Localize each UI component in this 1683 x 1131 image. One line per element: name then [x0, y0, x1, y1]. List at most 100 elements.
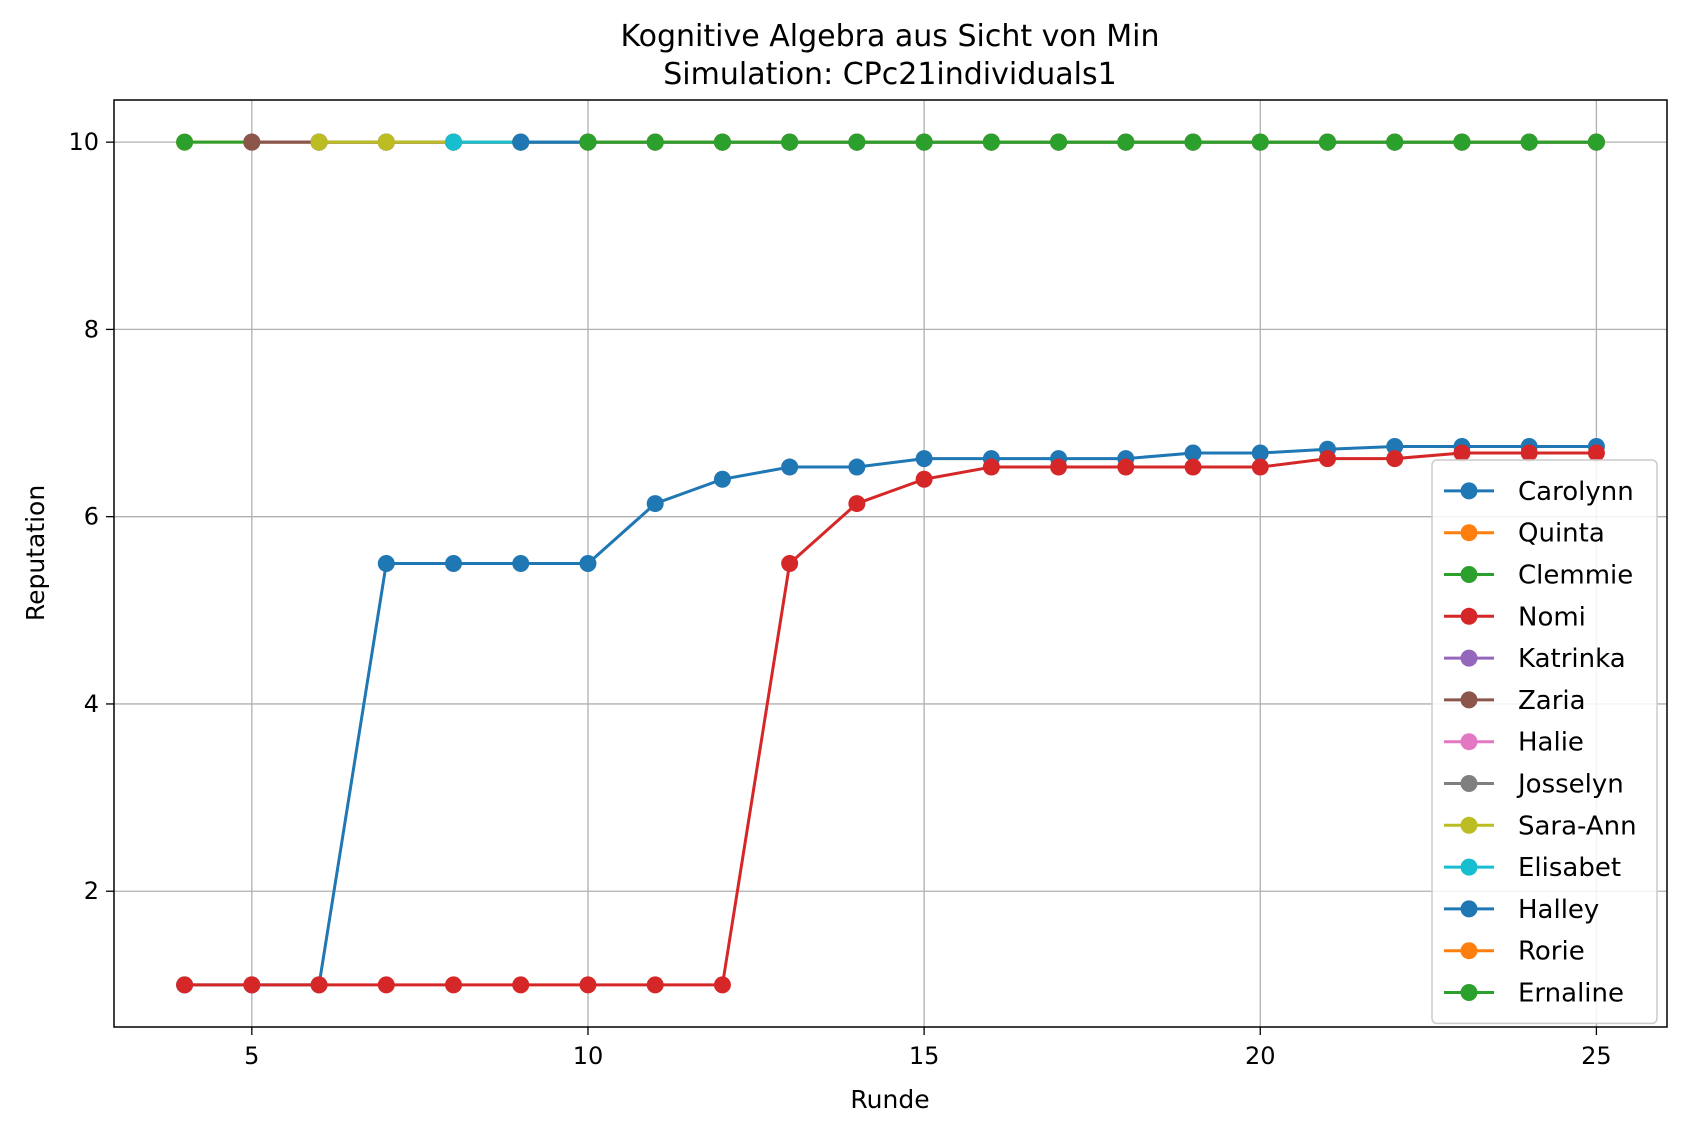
data-point	[579, 555, 597, 572]
y-tick-label: 4	[84, 690, 99, 718]
data-point	[310, 133, 328, 151]
legend-box	[1431, 459, 1658, 1025]
data-point	[1318, 450, 1336, 468]
legend-label: Halley	[1518, 895, 1599, 925]
y-tick-label: 8	[84, 315, 99, 343]
data-point	[1453, 133, 1471, 151]
data-point	[1184, 444, 1202, 462]
legend-marker	[1460, 482, 1478, 500]
legend-label: Carolynn	[1518, 477, 1634, 507]
data-point	[377, 133, 395, 151]
legend-label: Rorie	[1518, 937, 1585, 967]
legend-entry: Zaria	[1444, 686, 1586, 716]
plot-series	[176, 133, 1605, 994]
data-point	[1184, 133, 1202, 151]
legend-marker	[1460, 900, 1478, 918]
data-point	[1587, 133, 1605, 151]
x-tick-label: 25	[1581, 1042, 1612, 1070]
legend-marker	[1460, 816, 1478, 834]
legend-marker	[1460, 733, 1478, 751]
data-point	[579, 976, 597, 994]
data-point	[377, 555, 395, 572]
data-point	[781, 133, 799, 151]
legend-entry: Katrinka	[1444, 644, 1626, 674]
y-axis-label: Reputation	[21, 485, 50, 621]
data-point	[310, 976, 328, 994]
legend-marker	[1460, 858, 1478, 876]
series-carolynn	[176, 437, 1605, 994]
legend-label: Ernaline	[1518, 979, 1624, 1009]
data-point	[445, 555, 463, 572]
data-point	[1318, 133, 1336, 151]
legend-marker	[1460, 524, 1478, 542]
data-point	[243, 133, 261, 151]
series-nomi	[176, 444, 1605, 994]
legend-entry: Elisabet	[1444, 853, 1621, 883]
legend-label: Halie	[1518, 728, 1584, 758]
data-point	[243, 976, 261, 994]
data-point	[176, 976, 194, 994]
x-axis-label: Runde	[850, 1085, 929, 1114]
data-point	[176, 133, 194, 151]
data-point	[512, 133, 530, 151]
data-point	[512, 555, 530, 572]
legend-label: Zaria	[1518, 686, 1586, 716]
data-point	[781, 458, 799, 476]
data-point	[915, 450, 933, 468]
data-point	[1050, 133, 1068, 151]
x-tick-label: 20	[1245, 1042, 1276, 1070]
y-tick-label: 6	[84, 503, 99, 531]
data-point	[579, 133, 597, 151]
data-point	[646, 133, 664, 151]
data-point	[512, 976, 530, 994]
y-tick-label: 2	[84, 877, 99, 905]
chart-subtitle: Simulation: CPc21individuals1	[663, 57, 1116, 92]
data-point	[1520, 444, 1538, 462]
data-point	[1050, 458, 1068, 476]
data-point	[1117, 458, 1135, 476]
data-point	[445, 976, 463, 994]
legend-label: Quinta	[1518, 519, 1605, 549]
data-point	[982, 458, 1000, 476]
legend-entry: Sara-Ann	[1444, 811, 1637, 841]
legend-label: Sara-Ann	[1518, 811, 1637, 841]
data-point	[848, 495, 866, 513]
legend-entry: Halley	[1444, 895, 1599, 925]
legend-marker	[1460, 775, 1478, 792]
legend-entry: Nomi	[1444, 602, 1586, 632]
legend-marker	[1460, 691, 1478, 709]
y-tick-label: 10	[68, 128, 99, 156]
legend-marker	[1460, 942, 1478, 960]
legend-label: Clemmie	[1518, 561, 1633, 591]
legend-label: Josselyn	[1516, 770, 1624, 800]
legend-entry: Rorie	[1444, 937, 1585, 967]
data-point	[646, 495, 664, 513]
data-point	[713, 133, 731, 151]
data-point	[445, 133, 463, 151]
legend-entry: Josselyn	[1444, 770, 1624, 800]
legend-label: Nomi	[1518, 602, 1586, 632]
data-point	[1251, 133, 1269, 151]
chart-title: Kognitive Algebra aus Sicht von Min	[620, 19, 1159, 54]
legend-entry: Halie	[1444, 728, 1584, 758]
data-point	[1184, 458, 1202, 476]
data-point	[915, 470, 933, 488]
legend-entry: Ernaline	[1444, 979, 1624, 1009]
legend-marker	[1460, 649, 1478, 667]
legend-entry: Quinta	[1444, 519, 1605, 549]
data-point	[915, 133, 933, 151]
data-point	[1251, 458, 1269, 476]
data-point	[848, 458, 866, 476]
legend-marker	[1460, 607, 1478, 625]
legend-marker	[1460, 984, 1478, 1001]
data-point	[1117, 133, 1135, 151]
data-point	[1453, 444, 1471, 462]
x-tick-label: 5	[244, 1042, 259, 1070]
legend-label: Katrinka	[1518, 644, 1626, 674]
legend-marker	[1460, 566, 1478, 583]
x-tick-label: 10	[573, 1042, 604, 1070]
axis-ticks: 5 10 15 20 25 2 4 6 8 10	[68, 128, 1611, 1070]
data-point	[848, 133, 866, 151]
series-ernaline	[579, 133, 1605, 151]
